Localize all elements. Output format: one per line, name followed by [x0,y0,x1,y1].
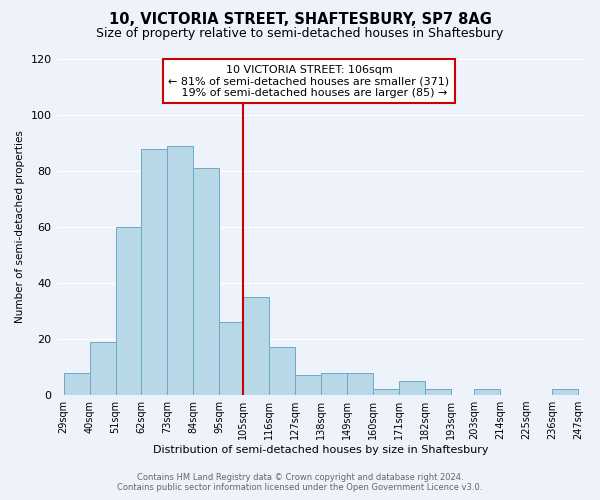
Bar [425,390,451,395]
Text: Contains HM Land Registry data © Crown copyright and database right 2024.
Contai: Contains HM Land Registry data © Crown c… [118,473,482,492]
Bar [321,372,347,395]
Bar [347,372,373,395]
Text: Size of property relative to semi-detached houses in Shaftesbury: Size of property relative to semi-detach… [97,28,503,40]
X-axis label: Distribution of semi-detached houses by size in Shaftesbury: Distribution of semi-detached houses by … [153,445,488,455]
Bar [398,381,425,395]
Bar [220,322,243,395]
Bar [116,227,142,395]
Bar [243,297,269,395]
Bar [89,342,116,395]
Bar [295,376,321,395]
Y-axis label: Number of semi-detached properties: Number of semi-detached properties [15,130,25,324]
Bar [552,390,578,395]
Text: 10, VICTORIA STREET, SHAFTESBURY, SP7 8AG: 10, VICTORIA STREET, SHAFTESBURY, SP7 8A… [109,12,491,28]
Text: 10 VICTORIA STREET: 106sqm
← 81% of semi-detached houses are smaller (371)
   19: 10 VICTORIA STREET: 106sqm ← 81% of semi… [169,64,449,98]
Bar [167,146,193,395]
Bar [269,348,295,395]
Bar [142,148,167,395]
Bar [373,390,398,395]
Bar [474,390,500,395]
Bar [64,372,89,395]
Bar [193,168,220,395]
